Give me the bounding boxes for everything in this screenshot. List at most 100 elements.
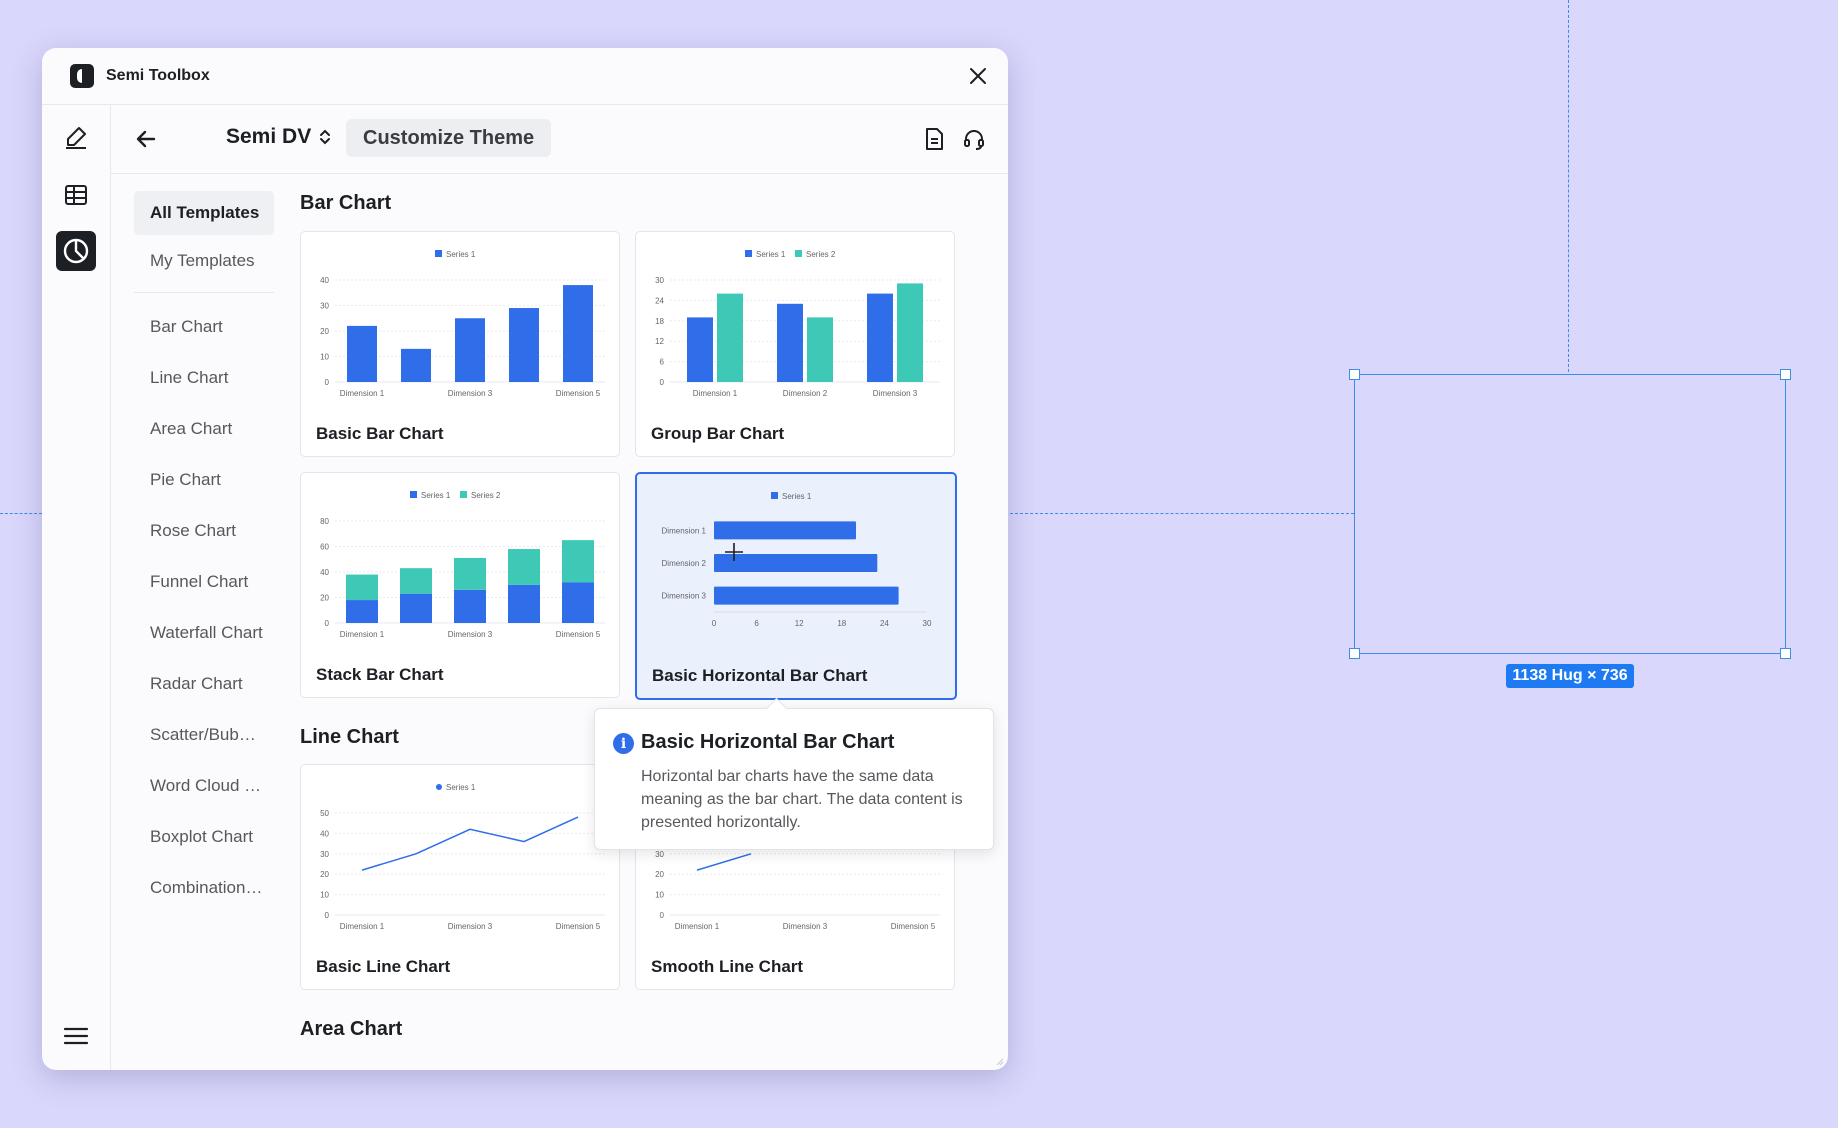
x-tick-label: Dimension 3	[873, 389, 918, 398]
section-title-bar: Bar Chart	[300, 192, 392, 214]
cat-line-chart[interactable]: Line Chart	[150, 367, 229, 387]
semi-logo-icon	[70, 64, 94, 88]
cat-all-templates[interactable]: All Templates	[134, 191, 274, 235]
tooltip-body: Horizontal bar charts have the same data…	[641, 768, 963, 831]
cat-bar-chart[interactable]: Bar Chart	[150, 316, 223, 336]
bar-series-2	[508, 549, 540, 585]
line-series-1	[696, 853, 752, 871]
card-title: Basic Bar Chart	[316, 424, 444, 443]
x-tick-label: Dimension 1	[340, 630, 385, 639]
headset-icon[interactable]	[962, 127, 986, 151]
x-tick-label: Dimension 3	[783, 922, 828, 931]
cat-combination[interactable]: Combination…	[150, 877, 263, 897]
bar-series-1	[508, 584, 540, 623]
document-icon[interactable]	[922, 127, 946, 151]
bar-series-2	[897, 283, 923, 382]
chart-tool-button[interactable]	[56, 231, 96, 271]
pen-icon	[66, 127, 86, 149]
cat-pie-chart[interactable]: Pie Chart	[150, 469, 221, 489]
legend-label: Series 1	[782, 492, 812, 501]
bar-series-1	[454, 589, 486, 623]
cat-area-chart[interactable]: Area Chart	[150, 418, 233, 438]
y-tick-label: 50	[320, 809, 329, 818]
legend-marker	[745, 250, 752, 257]
y-tick-label: 40	[320, 276, 329, 285]
resize-grip-icon[interactable]	[994, 1056, 1004, 1066]
x-tick-label: 12	[795, 619, 804, 628]
product-selector[interactable]: Semi DV	[226, 125, 331, 149]
selected-frame[interactable]	[1349, 369, 1791, 659]
card-title: Smooth Line Chart	[651, 957, 804, 976]
card-basic-bar[interactable]: Series 1 0 10 20 30 40 Dimension 1 Dimension 3 D…	[300, 231, 620, 457]
y-tick-label: 10	[320, 891, 329, 900]
bar-series-1	[400, 593, 432, 623]
cat-scatter-bubble[interactable]: Scatter/Bub…	[150, 724, 256, 744]
y-tick-label: 24	[655, 296, 664, 305]
info-icon: i	[613, 733, 634, 754]
frame-size-badge: 1138 Hug × 736	[1506, 664, 1634, 688]
bar-series-1	[687, 317, 713, 382]
tool-rail	[42, 105, 111, 1070]
x-tick-label: 6	[754, 619, 759, 628]
cat-boxplot-chart[interactable]: Boxplot Chart	[150, 826, 253, 846]
resize-handle-bl[interactable]	[1349, 648, 1360, 659]
legend-marker	[435, 250, 442, 257]
y-tick-label: 30	[320, 302, 329, 311]
x-tick-label: Dimension 5	[891, 922, 936, 931]
plugin-window: Semi Toolbox Semi DV Customize Theme All…	[42, 48, 1008, 1070]
hamburger-menu-icon[interactable]	[62, 1024, 90, 1048]
resize-handle-tl[interactable]	[1349, 369, 1360, 380]
y-tick-label: Dimension 1	[662, 526, 707, 535]
legend-label: Series 2	[806, 250, 836, 259]
legend-marker	[460, 491, 467, 498]
y-tick-label: 30	[320, 850, 329, 859]
legend-label: Series 1	[421, 491, 451, 500]
y-tick-label: 20	[655, 870, 664, 879]
x-tick-label: Dimension 5	[556, 389, 601, 398]
nav-divider	[134, 292, 274, 293]
bar	[509, 308, 539, 382]
cat-waterfall-chart[interactable]: Waterfall Chart	[150, 622, 263, 642]
cat-word-cloud[interactable]: Word Cloud …	[150, 775, 262, 795]
bar-series-1	[346, 600, 378, 623]
card-basic-line[interactable]: Series 1 0 10 20 30 40 50 Dimension 1 Dimension …	[300, 764, 620, 990]
cat-radar-chart[interactable]: Radar Chart	[150, 673, 243, 693]
x-tick-label: Dimension 1	[675, 922, 720, 931]
card-stack-bar[interactable]: Series 1 Series 2 0 20 40 60 80 Dimension 1 Dime…	[300, 472, 620, 698]
x-tick-label: Dimension 1	[693, 389, 738, 398]
bar-series-2	[562, 540, 594, 583]
cat-my-templates[interactable]: My Templates	[150, 250, 255, 270]
group-bar-chart: Series 1 Series 2 0 6 12 18 24 30 Dimension 1 Dim…	[655, 250, 940, 398]
y-tick-label: 60	[320, 543, 329, 552]
cat-rose-chart[interactable]: Rose Chart	[150, 520, 236, 540]
bar-series-1	[562, 582, 594, 623]
bar-series-2	[400, 568, 432, 594]
x-tick-label: 24	[880, 619, 889, 628]
y-tick-label: 0	[325, 911, 330, 920]
customize-theme-button[interactable]: Customize Theme	[346, 119, 552, 157]
bar-series-2	[807, 317, 833, 382]
x-tick-label: Dimension 5	[556, 630, 601, 639]
x-tick-label: 30	[923, 619, 932, 628]
smooth-line-chart: 0 10 20 30 Dimension 1 Dimension 3 Dimension 5	[655, 850, 940, 931]
y-tick-label: 20	[320, 327, 329, 336]
guide-line-top	[1568, 0, 1569, 372]
close-icon[interactable]	[966, 64, 990, 88]
card-group-bar[interactable]: Series 1 Series 2 0 6 12 18 24 30 Dimension 1 Dim…	[635, 231, 955, 457]
legend-label: Series 1	[756, 250, 786, 259]
pen-tool-button[interactable]	[56, 117, 96, 157]
pie-chart-icon	[63, 238, 89, 264]
y-tick-label: 30	[655, 850, 664, 859]
x-tick-label: Dimension 1	[340, 922, 385, 931]
back-arrow-icon[interactable]	[134, 127, 158, 151]
table-tool-button[interactable]	[56, 175, 96, 215]
cat-funnel-chart[interactable]: Funnel Chart	[150, 571, 249, 591]
bar-series-2	[346, 574, 378, 601]
card-horizontal-bar[interactable]: Series 1 0 6 12 18 24 30 Dimension 1 Dimension 2…	[635, 472, 957, 700]
resize-handle-tr[interactable]	[1780, 369, 1791, 380]
table-icon	[65, 185, 87, 205]
crosshair-cursor-icon	[725, 543, 743, 561]
resize-handle-br[interactable]	[1780, 648, 1791, 659]
y-tick-label: 12	[655, 337, 664, 346]
card-title: Group Bar Chart	[651, 424, 785, 443]
